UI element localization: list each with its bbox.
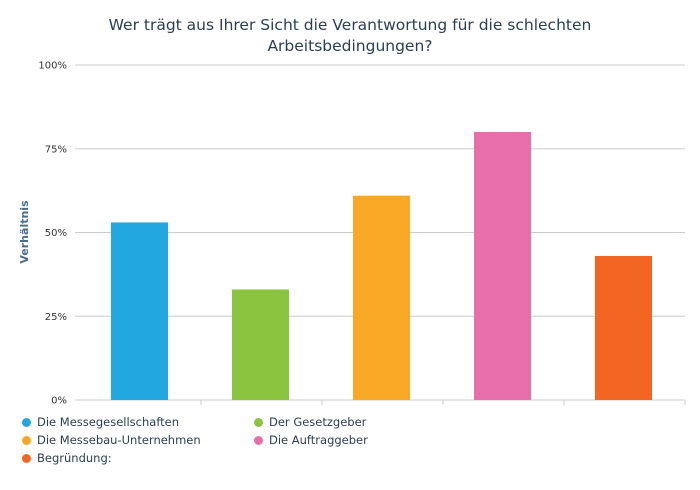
- legend-dot-icon: [22, 453, 31, 463]
- legend-item[interactable]: Die Messebau-Unternehmen: [22, 433, 201, 447]
- legend-item[interactable]: Begründung:: [22, 451, 112, 465]
- y-tick-label: 100%: [38, 61, 67, 72]
- y-tick-labels: 0% 25% 50% 75% 100%: [38, 61, 67, 407]
- legend-dot-icon: [22, 417, 31, 427]
- legend-dot-icon: [254, 417, 263, 427]
- bar[interactable]: [474, 132, 531, 400]
- legend-label: Begründung:: [37, 451, 112, 465]
- y-axis-label: Verhältnis: [18, 200, 31, 264]
- y-tick-label: 0%: [51, 396, 67, 407]
- legend-item[interactable]: Die Auftraggeber: [254, 433, 368, 447]
- chart-title-line-2: Arbeitsbedingungen?: [267, 37, 432, 55]
- bar[interactable]: [111, 222, 168, 400]
- legend-item[interactable]: Die Messegesellschaften: [22, 415, 179, 429]
- bar[interactable]: [595, 255, 652, 400]
- legend-dot-icon: [254, 435, 263, 445]
- y-tick-label: 50%: [45, 228, 67, 239]
- y-tick-label: 25%: [45, 312, 67, 323]
- legend-dot-icon: [22, 435, 31, 445]
- legend-label: Die Auftraggeber: [269, 433, 368, 447]
- bar[interactable]: [353, 195, 410, 400]
- legend-label: Der Gesetzgeber: [269, 415, 367, 429]
- chart-title-line-1: Wer trägt aus Ihrer Sicht die Verantwort…: [109, 16, 592, 34]
- legend-item[interactable]: Der Gesetzgeber: [254, 415, 366, 429]
- legend-label: Die Messebau-Unternehmen: [37, 433, 201, 447]
- y-tick-label: 75%: [45, 144, 67, 155]
- legend-label: Die Messegesellschaften: [37, 415, 180, 429]
- bar[interactable]: [232, 289, 289, 400]
- bars: [111, 132, 686, 405]
